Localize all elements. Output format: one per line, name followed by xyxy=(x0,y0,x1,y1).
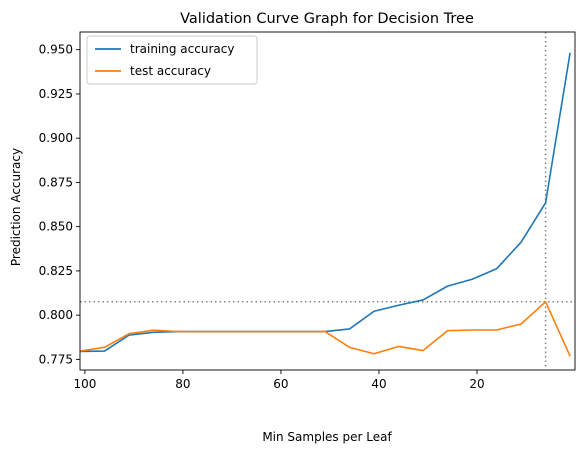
training-accuracy-line xyxy=(80,52,571,353)
legend-label: training accuracy xyxy=(130,42,234,56)
y-tick-label: 0.775 xyxy=(39,352,73,366)
legend-label: test accuracy xyxy=(130,64,211,78)
y-tick-label: 0.925 xyxy=(39,87,73,101)
y-tick-label: 0.850 xyxy=(39,220,73,234)
x-tick-label: 100 xyxy=(73,377,96,391)
y-tick-label: 0.900 xyxy=(39,131,73,145)
y-tick-label: 0.800 xyxy=(39,308,73,322)
x-tick-label: 20 xyxy=(469,377,484,391)
y-tick-label: 0.825 xyxy=(39,264,73,278)
x-tick-label: 80 xyxy=(175,377,190,391)
x-tick-label: 60 xyxy=(273,377,288,391)
plot-area: 100 80 60 40 20 0.775 0.800 0.825 0.850 0.875 0.90… xyxy=(39,31,576,391)
legend-box xyxy=(86,35,258,85)
y-tick-label: 0.875 xyxy=(39,175,73,189)
y-axis-label: Prediction Accuracy xyxy=(9,148,23,266)
plot-frame xyxy=(79,31,576,371)
x-tick-label: 40 xyxy=(371,377,386,391)
test-accuracy-line xyxy=(80,300,571,357)
x-axis-label: Min Samples per Leaf xyxy=(262,430,392,444)
y-tick-label: 0.950 xyxy=(39,43,73,57)
chart-title: Validation Curve Graph for Decision Tree xyxy=(180,11,474,27)
legend: training accuracy test accuracy xyxy=(86,35,258,85)
